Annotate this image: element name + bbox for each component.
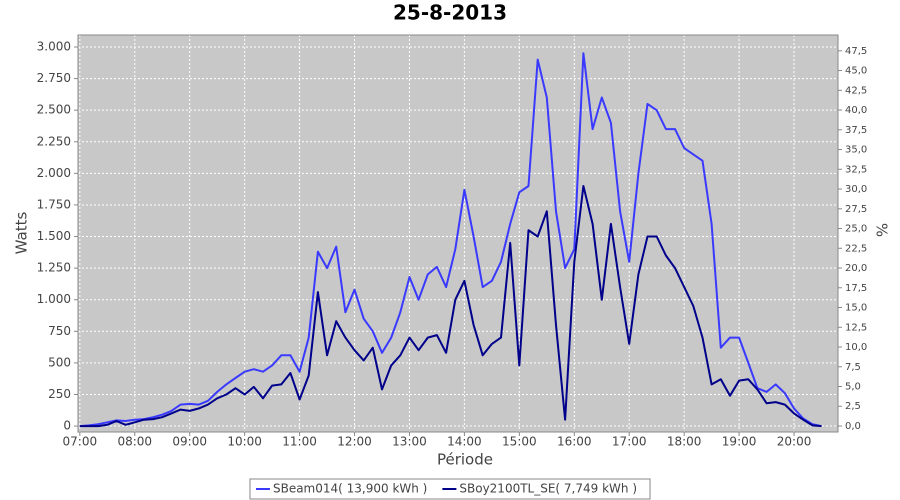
y2-tick-label: 12,5 [845,322,867,333]
y-tick-label: 500 [48,355,71,369]
y2-tick-label: 7,5 [845,362,861,373]
y2-tick-label: 10,0 [845,342,867,353]
y2-tick-label: 35,0 [845,145,867,156]
x-tick-label: 11:00 [282,435,317,449]
chart-title: 25-8-2013 [393,1,507,25]
y-tick-label: 2.750 [37,71,71,85]
y-tick-label: 3.000 [37,40,71,54]
y2-tick-label: 40,0 [845,105,867,116]
x-tick-label: 10:00 [227,435,262,449]
y-tick-label: 1.250 [37,261,71,275]
y2-axis-label: % [873,223,891,237]
y2-tick-label: 5,0 [845,382,861,393]
x-tick-label: 14:00 [447,435,482,449]
y2-tick-label: 30,0 [845,184,867,195]
y2-tick-label: 0,0 [845,421,861,432]
y-tick-label: 2.000 [37,166,71,180]
plot-border [77,34,839,433]
y2-tick-label: 45,0 [845,66,867,77]
y2-tick-label: 37,5 [845,125,867,136]
x-axis-label: Période [437,451,493,469]
x-tick-label: 13:00 [392,435,427,449]
y-tick-label: 2.250 [37,134,71,148]
y-tick-label: 250 [48,387,71,401]
x-tick-label: 16:00 [557,435,592,449]
y2-tick-label: 2,5 [845,401,861,412]
y2-tick-label: 22,5 [845,243,867,254]
x-tick-label: 18:00 [667,435,702,449]
y-tick-label: 2.500 [37,103,71,117]
x-tick-label: 09:00 [172,435,207,449]
legend-label: SBeam014( 13,900 kWh ) [273,482,427,496]
x-tick-label: 12:00 [337,435,372,449]
y2-tick-label: 25,0 [845,224,867,235]
x-tick-label: 19:00 [722,435,757,449]
legend: SBeam014( 13,900 kWh ) SBoy2100TL_SE( 7,7… [249,478,651,500]
y-tick-label: 1.750 [37,197,71,211]
y2-tick-label: 47,5 [845,46,867,57]
y2-tick-label: 27,5 [845,204,867,215]
y2-tick-label: 20,0 [845,263,867,274]
y-tick-label: 750 [48,324,71,338]
y-tick-label: 1.000 [37,292,71,306]
x-tick-label: 08:00 [117,435,152,449]
y-tick-label: 1.500 [37,229,71,243]
x-tick-label: 15:00 [502,435,537,449]
x-tick-label: 20:00 [777,435,812,449]
y-axis-label: Watts [13,212,31,255]
y2-tick-label: 32,5 [845,164,867,175]
series-line [79,185,822,428]
y-tick-label: 0 [63,419,71,433]
y2-tick-label: 42,5 [845,85,867,96]
legend-label: SBoy2100TL_SE( 7,749 kWh ) [459,482,637,496]
x-tick-label: 07:00 [63,435,98,449]
y2-tick-label: 17,5 [845,283,867,294]
series-line [79,52,822,428]
y2-tick-label: 15,0 [845,303,867,314]
x-tick-label: 17:00 [612,435,647,449]
